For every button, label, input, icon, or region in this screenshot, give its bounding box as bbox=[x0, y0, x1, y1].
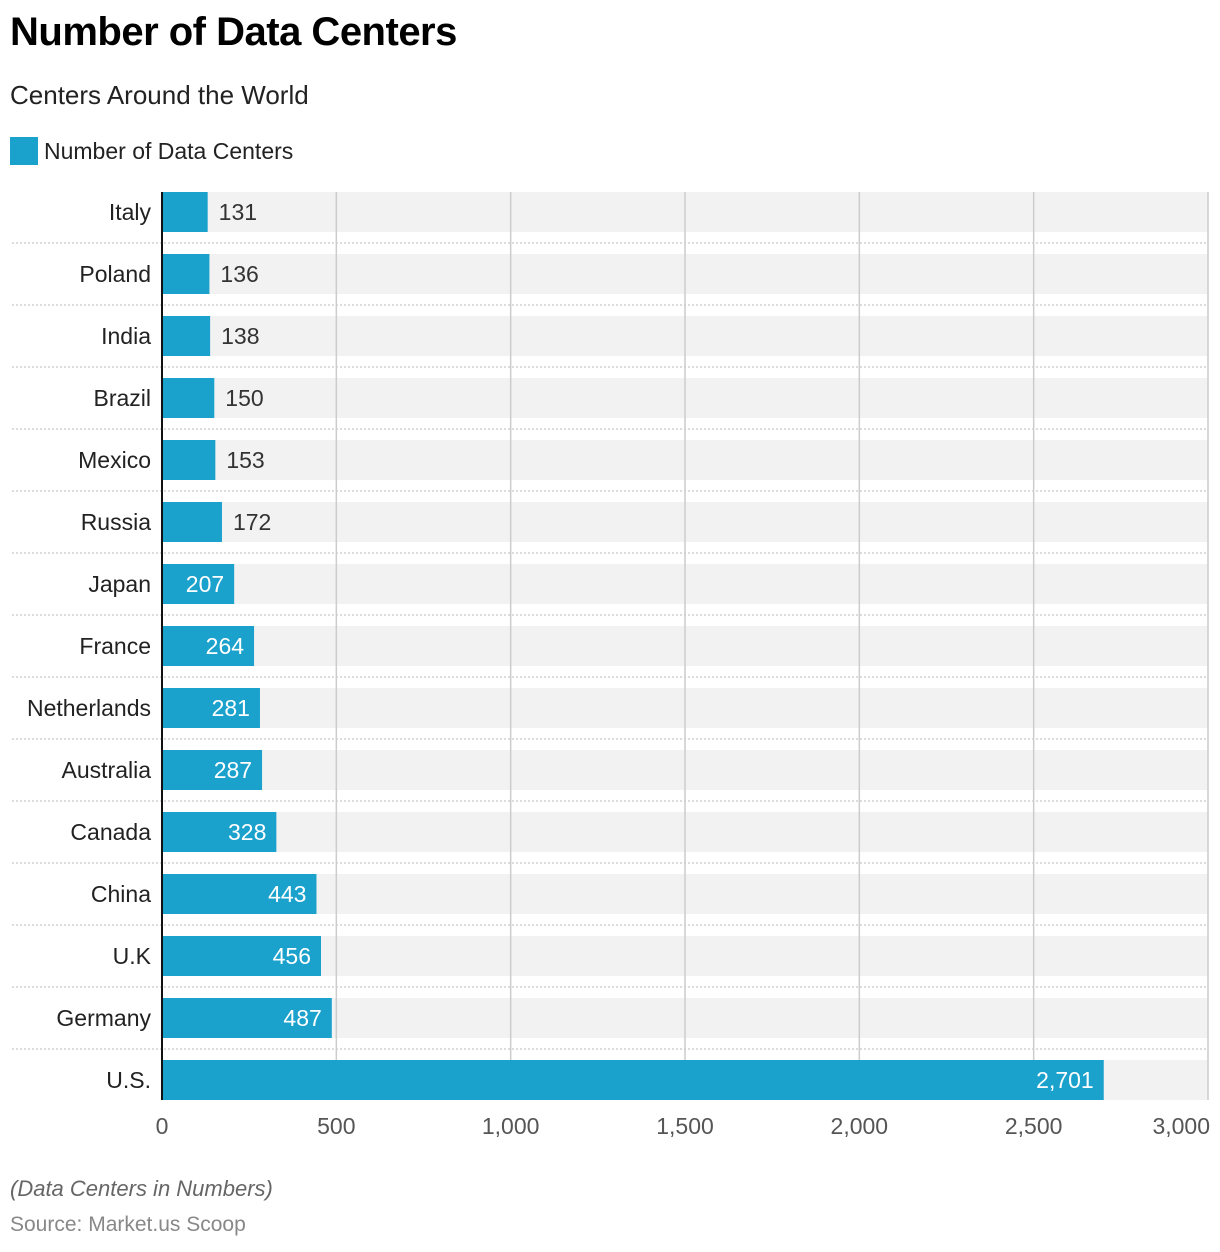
x-tick-label: 3,000 bbox=[1152, 1113, 1210, 1139]
category-label: Australia bbox=[62, 757, 152, 783]
category-label: China bbox=[91, 881, 151, 907]
data-label: 136 bbox=[220, 261, 258, 287]
category-label: France bbox=[79, 633, 151, 659]
bar bbox=[162, 688, 260, 728]
category-label: Japan bbox=[88, 571, 151, 597]
data-label: 281 bbox=[212, 695, 250, 721]
x-tick-label: 2,500 bbox=[1005, 1113, 1063, 1139]
data-label: 2,701 bbox=[1036, 1067, 1094, 1093]
bar bbox=[162, 750, 263, 790]
data-label: 328 bbox=[228, 819, 266, 845]
x-tick-label: 1,500 bbox=[656, 1113, 714, 1139]
category-label: Brazil bbox=[93, 385, 151, 411]
bar bbox=[162, 812, 277, 852]
data-label: 487 bbox=[283, 1005, 321, 1031]
bar bbox=[162, 1060, 1104, 1100]
chart-source: Source: Market.us Scoop bbox=[10, 1213, 246, 1236]
legend-label: Number of Data Centers bbox=[44, 137, 294, 164]
data-label: 172 bbox=[233, 509, 271, 535]
category-label: Mexico bbox=[78, 447, 151, 473]
x-tick-label: 1,000 bbox=[482, 1113, 540, 1139]
category-label: Russia bbox=[81, 509, 152, 535]
category-label: U.S. bbox=[106, 1067, 151, 1093]
category-label: India bbox=[101, 323, 151, 349]
category-label: Canada bbox=[70, 819, 151, 845]
data-label: 153 bbox=[226, 447, 264, 473]
data-label: 456 bbox=[273, 943, 311, 969]
chart-note: (Data Centers in Numbers) bbox=[10, 1176, 273, 1201]
bar bbox=[162, 254, 210, 294]
bar bbox=[162, 936, 321, 976]
bar bbox=[162, 316, 211, 356]
data-label: 443 bbox=[268, 881, 306, 907]
bar bbox=[162, 626, 255, 666]
bar bbox=[162, 440, 216, 480]
bar bbox=[162, 874, 317, 914]
category-label: Netherlands bbox=[27, 695, 151, 721]
bar bbox=[162, 502, 222, 542]
data-label: 207 bbox=[186, 571, 224, 597]
x-tick-label: 0 bbox=[156, 1113, 169, 1139]
legend-swatch bbox=[10, 137, 38, 165]
category-label: Poland bbox=[79, 261, 151, 287]
bar bbox=[162, 564, 235, 604]
x-tick-label: 2,000 bbox=[831, 1113, 889, 1139]
x-tick-label: 500 bbox=[317, 1113, 355, 1139]
bar bbox=[162, 192, 208, 232]
chart-title: Number of Data Centers bbox=[10, 10, 457, 54]
data-label: 131 bbox=[219, 199, 257, 225]
data-label: 287 bbox=[214, 757, 252, 783]
category-label: Italy bbox=[109, 199, 152, 225]
bar bbox=[162, 378, 215, 418]
category-label: Germany bbox=[56, 1005, 151, 1031]
data-label: 150 bbox=[225, 385, 263, 411]
category-label: U.K bbox=[113, 943, 152, 969]
bar-chart: Italy 131 Poland 136 India 138 Brazil 150 Mexico… bbox=[12, 192, 1210, 1139]
data-label: 138 bbox=[221, 323, 259, 349]
legend: Number of Data Centers bbox=[10, 137, 293, 165]
data-label: 264 bbox=[206, 633, 245, 659]
bar bbox=[162, 998, 332, 1038]
chart-subtitle: Centers Around the World bbox=[10, 80, 309, 110]
